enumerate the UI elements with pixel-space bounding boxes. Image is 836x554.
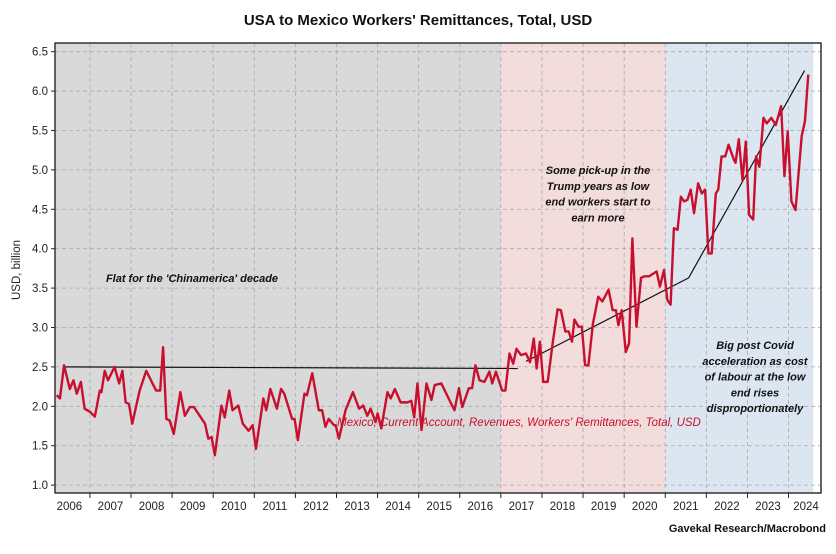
x-tick-label: 2007 <box>98 501 124 513</box>
y-tick-label: 3.5 <box>32 283 48 295</box>
annotation-trump: Some pick-up in the Trump years as low end… <box>545 165 650 224</box>
x-tick-label: 2006 <box>57 501 83 513</box>
x-tick-label: 2014 <box>385 501 411 513</box>
y-axis-label: USD, billion <box>11 240 23 300</box>
y-tick-label: 6.0 <box>32 86 48 98</box>
x-tick-label: 2021 <box>673 501 699 513</box>
annotation-flat: Flat for the 'Chinamerica' decade <box>106 273 278 285</box>
annotation-line: acceleration as cost <box>702 356 809 368</box>
x-tick-label: 2022 <box>714 501 740 513</box>
plot-frame <box>54 42 822 494</box>
series-line-0 <box>55 74 810 457</box>
annotation-line: disproportionately <box>707 403 804 415</box>
y-tick-label: 4.0 <box>32 244 48 256</box>
y-tick-label: 1.5 <box>32 441 48 453</box>
annotation-line: end workers start to <box>545 197 650 209</box>
y-tick-label: 1.0 <box>32 480 48 492</box>
y-tick-label: 4.5 <box>32 204 48 216</box>
chart-title: USA to Mexico Workers' Remittances, Tota… <box>244 12 593 29</box>
series-label: Mexico, Current Account, Revenues, Worke… <box>337 417 701 429</box>
x-tick-label: 2023 <box>755 501 781 513</box>
annotation-line: Big post Covid <box>716 340 794 352</box>
y-tick-label: 5.5 <box>32 125 48 137</box>
x-tick-label: 2009 <box>180 501 206 513</box>
x-tick-label: 2019 <box>591 501 617 513</box>
x-tick-label: 2016 <box>468 501 494 513</box>
shaded-region-0 <box>55 43 501 493</box>
trend-line-0 <box>63 366 518 370</box>
annotation-line: Flat for the 'Chinamerica' decade <box>106 273 278 285</box>
annotation-line: earn more <box>571 212 624 224</box>
x-tick-label: 2011 <box>262 501 287 513</box>
annotation-covid: Big post Covid acceleration as cost of lab… <box>702 340 809 415</box>
annotation-line: Some pick-up in the <box>546 165 651 177</box>
annotation-line: end rises <box>731 387 779 399</box>
annotation-line: of labour at the low <box>705 372 807 384</box>
y-tick-label: 3.0 <box>32 323 48 335</box>
y-tick-label: 5.0 <box>32 165 48 177</box>
x-tick-label: 2015 <box>426 501 452 513</box>
y-tick-label: 2.0 <box>32 401 48 413</box>
x-tick-label: 2008 <box>139 501 165 513</box>
source-label: Gavekal Research/Macrobond <box>669 523 826 535</box>
annotation-line: Trump years as low <box>547 181 651 193</box>
y-tick-label: 6.5 <box>32 47 48 59</box>
x-tick-label: 2024 <box>793 501 819 513</box>
x-tick-label: 2017 <box>509 501 535 513</box>
x-tick-label: 2018 <box>550 501 576 513</box>
x-tick-label: 2013 <box>344 501 370 513</box>
x-tick-label: 2020 <box>632 501 658 513</box>
x-tick-label: 2010 <box>221 501 247 513</box>
x-tick-label: 2012 <box>303 501 329 513</box>
y-tick-label: 2.5 <box>32 362 48 374</box>
